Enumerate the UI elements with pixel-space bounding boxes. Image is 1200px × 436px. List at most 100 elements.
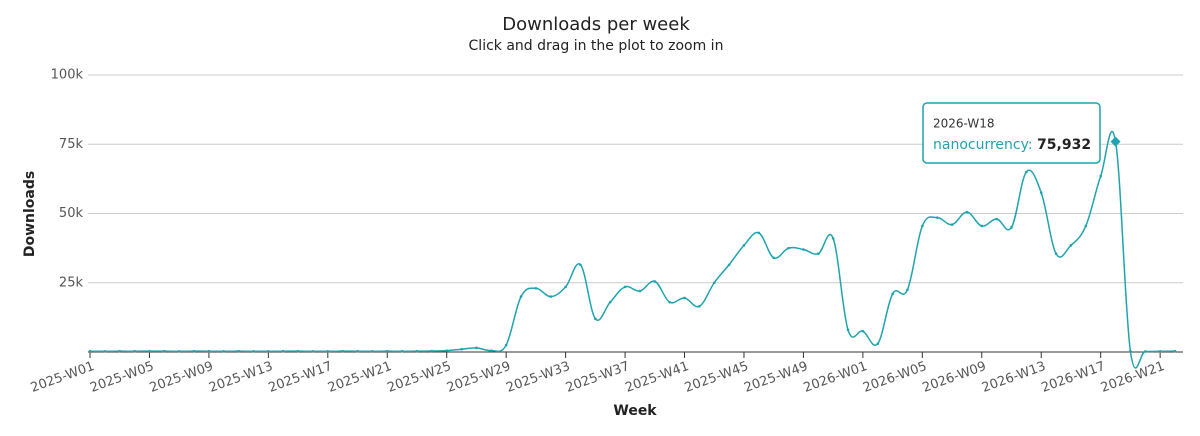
x-tick-label: 2026-W13 [980,359,1048,396]
point-marker [712,281,716,285]
tooltip-series: nanocurrency [933,137,1029,153]
point-marker [371,349,374,353]
x-axis-title: Week [613,403,657,419]
y-tick-label: 50k [59,206,84,221]
point-marker [192,349,196,353]
x-tick-label: 2025-W05 [88,359,156,396]
point-marker [1099,174,1102,178]
tooltip: 2026-W18 nanocurrency: 75,932 [922,102,1101,164]
point-marker [1173,349,1177,353]
point-marker [326,349,330,353]
point-marker [742,244,746,247]
point-marker [906,288,909,291]
point-marker [1054,252,1058,255]
x-tick-label: 2025-W49 [742,359,810,396]
point-marker [1143,350,1147,353]
point-marker [757,231,761,235]
tooltip-category: 2026-W18 [933,117,995,131]
tooltip-value: 75,932 [1037,137,1091,153]
x-tick-label: 2025-W33 [504,359,572,396]
point-marker [608,300,612,304]
point-marker [802,248,805,251]
point-marker [430,349,434,353]
x-tick-label: 2025-W09 [148,359,216,396]
point-marker [995,217,998,221]
point-marker [1069,244,1073,247]
point-marker [698,304,701,308]
x-tick-label: 2026-W01 [802,359,870,396]
point-marker [133,349,136,353]
point-marker [668,300,671,304]
point-marker [400,349,404,353]
point-marker [1025,170,1028,174]
x-tick-label: 2026-W09 [921,359,989,396]
point-marker [876,342,880,345]
point-marker [88,349,92,353]
point-marker [816,252,820,255]
point-marker [965,210,969,214]
x-tick-label: 2025-W17 [267,359,335,396]
point-marker [177,349,181,353]
point-marker [1084,224,1088,228]
x-tick-label: 2025-W45 [683,359,751,396]
point-marker [237,349,240,353]
chart-subtitle: Click and drag in the plot to zoom in [469,38,724,54]
point-marker [163,349,166,353]
point-marker [519,295,523,298]
point-marker [207,349,211,353]
point-marker [504,343,508,347]
y-tick-label: 100k [51,68,84,83]
hover-marker [1110,136,1121,147]
tooltip-line: nanocurrency: 75,932 [933,137,1091,153]
point-marker [950,223,954,226]
point-marker [579,263,582,267]
point-marker [683,296,686,300]
x-tick-label: 2025-W37 [564,359,632,396]
point-marker [1010,226,1013,229]
point-marker [475,346,478,350]
point-marker [490,349,493,352]
point-marker [935,216,939,219]
point-marker [341,349,344,353]
data-line [89,130,1176,369]
point-marker [846,328,850,332]
point-marker [385,349,389,353]
point-marker [281,349,285,353]
point-marker [148,349,151,353]
point-marker [727,263,731,267]
point-marker [460,347,463,351]
point-marker [594,317,597,321]
point-marker [1039,191,1043,195]
point-marker [103,350,107,353]
x-tick-label: 2025-W01 [29,359,97,396]
point-marker [861,329,865,333]
x-tick-label: 2026-W05 [861,359,929,396]
point-marker [222,350,226,353]
chart-title: Downloads per week [502,14,690,35]
y-tick-label: 25k [59,275,84,290]
point-marker [831,237,835,240]
point-marker [267,349,270,353]
point-marker [564,285,567,289]
point-marker [296,349,300,353]
x-tick-label: 2025-W13 [207,359,275,396]
point-marker [638,289,642,293]
point-marker [415,349,419,353]
point-marker [1129,349,1132,353]
point-marker [1158,350,1162,353]
x-tick-label: 2025-W41 [623,359,691,396]
point-marker [787,246,790,250]
y-tick-label: 75k [59,137,84,152]
point-marker [921,224,924,228]
point-marker [311,350,315,353]
tooltip-box [922,102,1101,164]
point-marker [623,285,627,289]
point-marker [356,349,359,353]
x-tick-label: 2025-W21 [326,359,394,396]
x-tick-label: 2025-W25 [386,359,454,396]
point-marker [772,256,775,260]
x-tick-label: 2026-W17 [1039,359,1107,396]
point-marker [653,280,657,283]
point-marker [891,292,894,296]
